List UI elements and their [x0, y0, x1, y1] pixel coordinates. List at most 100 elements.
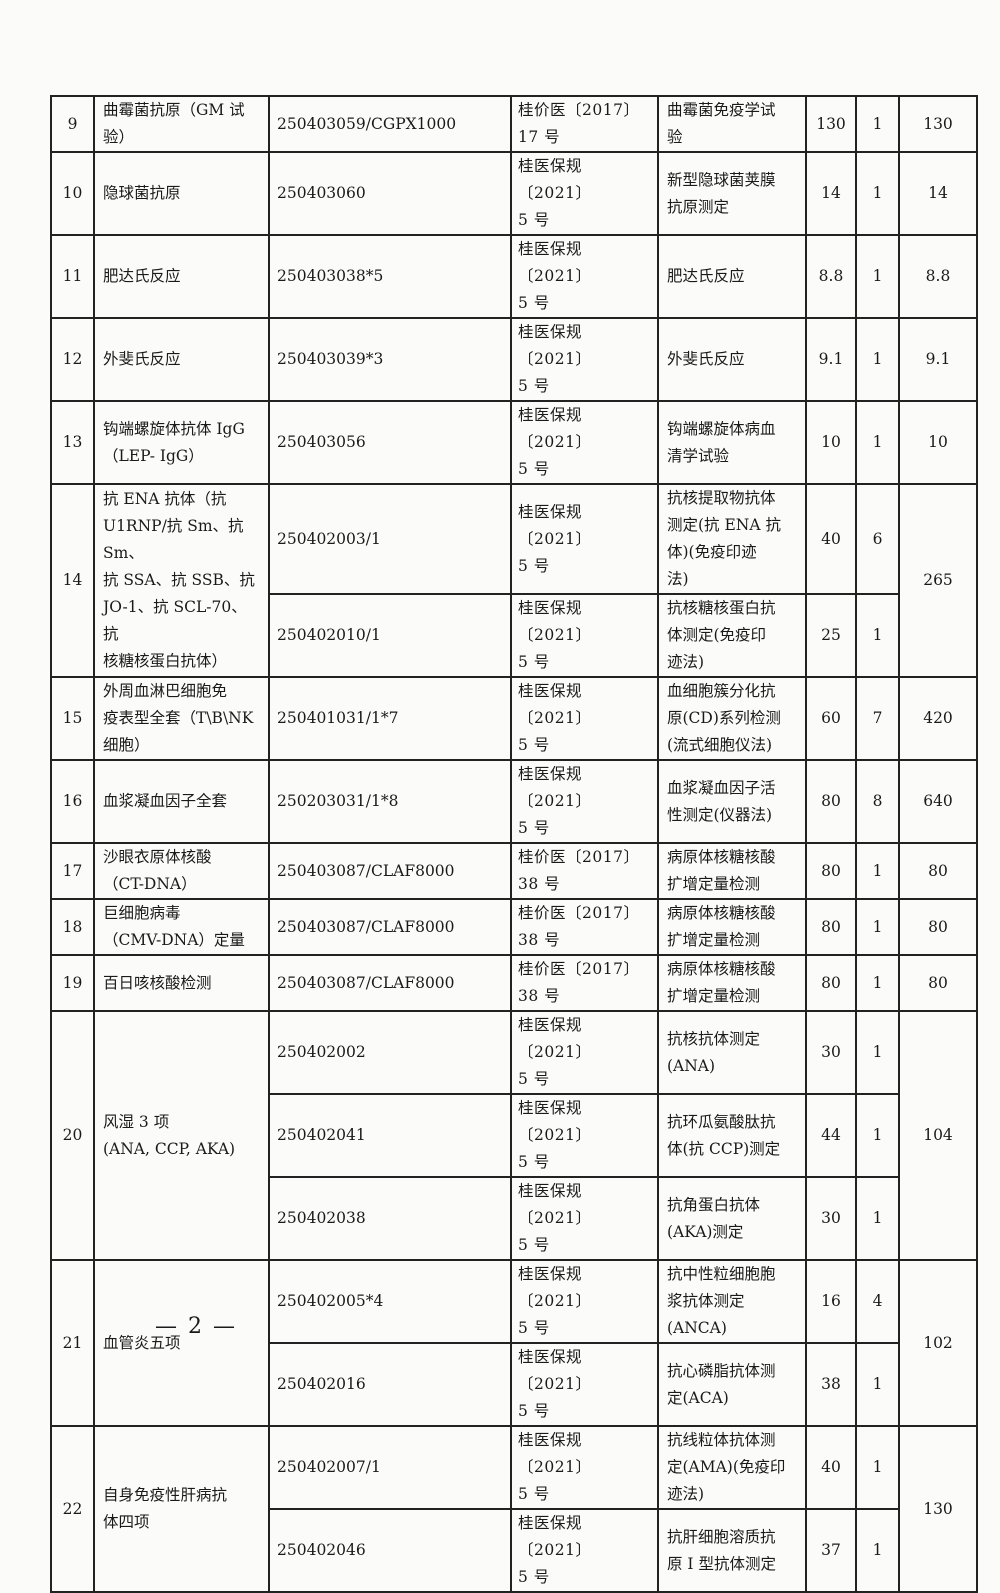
- quantity: 1: [855, 151, 900, 236]
- total-price: 9.1: [898, 317, 978, 402]
- policy-document: 桂价医〔2017〕 17 号: [510, 95, 659, 153]
- billing-item-description: 血细胞簇分化抗 原(CD)系列检测 (流式细胞仪法): [657, 676, 807, 761]
- table-row: 22 自身免疫性肝病抗 体四项 250402007/1 桂医保规〔2021〕 5 号抗…: [50, 1425, 978, 1593]
- billing-item-description: 抗核糖核蛋白抗 体测定(免疫印 迹法): [657, 593, 807, 678]
- item-name: 抗 ENA 抗体（抗 U1RNP/抗 Sm、抗 Sm、 抗 SSA、抗 SSB、…: [93, 483, 270, 678]
- policy-document: 桂医保规〔2021〕 5 号: [510, 1010, 659, 1095]
- billing-item-description: 抗核提取物抗体 测定(抗 ENA 抗 体)(免疫印迹 法): [657, 483, 807, 595]
- quantity: 1: [855, 1508, 900, 1593]
- billing-item-description: 抗核抗体测定 (ANA): [657, 1010, 807, 1095]
- unit-price: 38: [805, 1342, 857, 1427]
- table-row: 13 钩端螺旋体抗体 IgG （LEP- IgG） 250403056 桂医保规〔20…: [50, 400, 978, 485]
- item-name: 巨细胞病毒 （CMV-DNA）定量: [93, 898, 270, 956]
- table-row: 250402010/1 桂医保规〔2021〕 5 号抗核糖核蛋白抗 体测定(免疫印…: [51, 593, 977, 678]
- quantity: 1: [855, 1010, 900, 1095]
- table-row: 250402038 桂医保规〔2021〕 5 号抗角蛋白抗体 (AKA)测定 30 1: [51, 1176, 977, 1261]
- unit-price: 60: [805, 676, 857, 761]
- billing-code: 250203031/1*8: [268, 759, 512, 844]
- unit-price: 44: [805, 1093, 857, 1178]
- billing-item-description: 抗中性粒细胞胞 浆抗体测定 (ANCA): [657, 1259, 807, 1344]
- table-row: 16 血浆凝血因子全套 250203031/1*8 桂医保规〔2021〕 5 号血浆凝…: [50, 759, 978, 844]
- policy-document: 桂医保规〔2021〕 5 号: [510, 1259, 659, 1344]
- item-number: 21: [50, 1259, 95, 1427]
- billing-code: 250403087/CLAF8000: [268, 842, 512, 900]
- table-row: 15 外周血淋巴细胞免 疫表型全套（T\B\NK 细胞） 250401031/1*7…: [50, 676, 978, 761]
- quantity: 1: [855, 898, 900, 956]
- unit-price: 40: [805, 1425, 857, 1510]
- quantity: 8: [855, 759, 900, 844]
- item-name: 隐球菌抗原: [93, 151, 270, 236]
- quantity: 6: [855, 483, 900, 595]
- billing-item-description: 抗线粒体抗体测 定(AMA)(免疫印 迹法): [657, 1425, 807, 1510]
- total-price: 130: [898, 95, 978, 153]
- price-table: 9 曲霉菌抗原（GM 试 验） 250403059/CGPX1000 桂价医〔2017…: [50, 95, 978, 1593]
- policy-document: 桂医保规〔2021〕 5 号: [510, 234, 659, 319]
- billing-item-description: 抗肝细胞溶质抗 原 I 型抗体测定: [657, 1508, 807, 1593]
- billing-code: 250403087/CLAF8000: [268, 898, 512, 956]
- quantity: 1: [855, 95, 900, 153]
- total-price: 640: [898, 759, 978, 844]
- billing-item-description: 新型隐球菌荚膜 抗原测定: [657, 151, 807, 236]
- policy-document: 桂医保规〔2021〕 5 号: [510, 1508, 659, 1593]
- total-price: 265: [898, 483, 978, 678]
- item-name: 钩端螺旋体抗体 IgG （LEP- IgG）: [93, 400, 270, 485]
- policy-document: 桂医保规〔2021〕 5 号: [510, 400, 659, 485]
- billing-code: 250403059/CGPX1000: [268, 95, 512, 153]
- unit-price: 80: [805, 954, 857, 1012]
- item-name: 曲霉菌抗原（GM 试 验）: [93, 95, 270, 153]
- quantity: 1: [855, 593, 900, 678]
- unit-price: 16: [805, 1259, 857, 1344]
- billing-item-description: 外斐氏反应: [657, 317, 807, 402]
- billing-item-description: 病原体核糖核酸 扩增定量检测: [657, 898, 807, 956]
- item-name: 血管炎五项: [93, 1259, 270, 1427]
- page-number: — 2 —: [155, 1314, 237, 1339]
- billing-code: 250402038: [268, 1176, 512, 1261]
- billing-code: 250401031/1*7: [268, 676, 512, 761]
- billing-code: 250402002: [268, 1010, 512, 1095]
- billing-item-description: 曲霉菌免疫学试 验: [657, 95, 807, 153]
- billing-code: 250402016: [268, 1342, 512, 1427]
- total-price: 14: [898, 151, 978, 236]
- policy-document: 桂医保规〔2021〕 5 号: [510, 1342, 659, 1427]
- item-number: 18: [50, 898, 95, 956]
- item-number: 15: [50, 676, 95, 761]
- unit-price: 9.1: [805, 317, 857, 402]
- policy-document: 桂价医〔2017〕 38 号: [510, 954, 659, 1012]
- billing-item-description: 抗角蛋白抗体 (AKA)测定: [657, 1176, 807, 1261]
- policy-document: 桂医保规〔2021〕 5 号: [510, 1093, 659, 1178]
- item-number: 11: [50, 234, 95, 319]
- table-row: 9 曲霉菌抗原（GM 试 验） 250403059/CGPX1000 桂价医〔2017…: [50, 95, 978, 153]
- quantity: 1: [855, 842, 900, 900]
- billing-code: 250403038*5: [268, 234, 512, 319]
- item-number: 17: [50, 842, 95, 900]
- quantity: 4: [855, 1259, 900, 1344]
- unit-price: 25: [805, 593, 857, 678]
- quantity: 7: [855, 676, 900, 761]
- billing-item-description: 血浆凝血因子活 性测定(仪器法): [657, 759, 807, 844]
- policy-document: 桂医保规〔2021〕 5 号: [510, 317, 659, 402]
- unit-price: 40: [805, 483, 857, 595]
- quantity: 1: [855, 400, 900, 485]
- unit-price: 8.8: [805, 234, 857, 319]
- quantity: 1: [855, 1176, 900, 1261]
- policy-document: 桂医保规〔2021〕 5 号: [510, 1176, 659, 1261]
- item-name: 肥达氏反应: [93, 234, 270, 319]
- table-row: 21 血管炎五项 250402005*4 桂医保规〔2021〕 5 号抗中性粒细胞胞 …: [50, 1259, 978, 1427]
- policy-document: 桂医保规〔2021〕 5 号: [510, 1425, 659, 1510]
- table-row: 10 隐球菌抗原 250403060 桂医保规〔2021〕 5 号新型隐球菌荚膜 抗原…: [50, 151, 978, 236]
- table-row: 12 外斐氏反应 250403039*3 桂医保规〔2021〕 5 号外斐氏反应 9.1…: [50, 317, 978, 402]
- quantity: 1: [855, 1342, 900, 1427]
- table-row: 19 百日咳核酸检测 250403087/CLAF8000 桂价医〔2017〕 38 …: [50, 954, 978, 1012]
- billing-code: 250402005*4: [268, 1259, 512, 1344]
- item-number: 22: [50, 1425, 95, 1593]
- table-row: 17 沙眼衣原体核酸 （CT-DNA） 250403087/CLAF8000 桂价医〔…: [50, 842, 978, 900]
- unit-price: 80: [805, 759, 857, 844]
- billing-code: 250402041: [268, 1093, 512, 1178]
- unit-price: 37: [805, 1508, 857, 1593]
- quantity: 1: [855, 1425, 900, 1510]
- table-row: 14 抗 ENA 抗体（抗 U1RNP/抗 Sm、抗 Sm、 抗 SSA、抗 SS…: [50, 483, 978, 678]
- unit-price: 130: [805, 95, 857, 153]
- unit-price: 10: [805, 400, 857, 485]
- item-name: 百日咳核酸检测: [93, 954, 270, 1012]
- billing-code: 250403039*3: [268, 317, 512, 402]
